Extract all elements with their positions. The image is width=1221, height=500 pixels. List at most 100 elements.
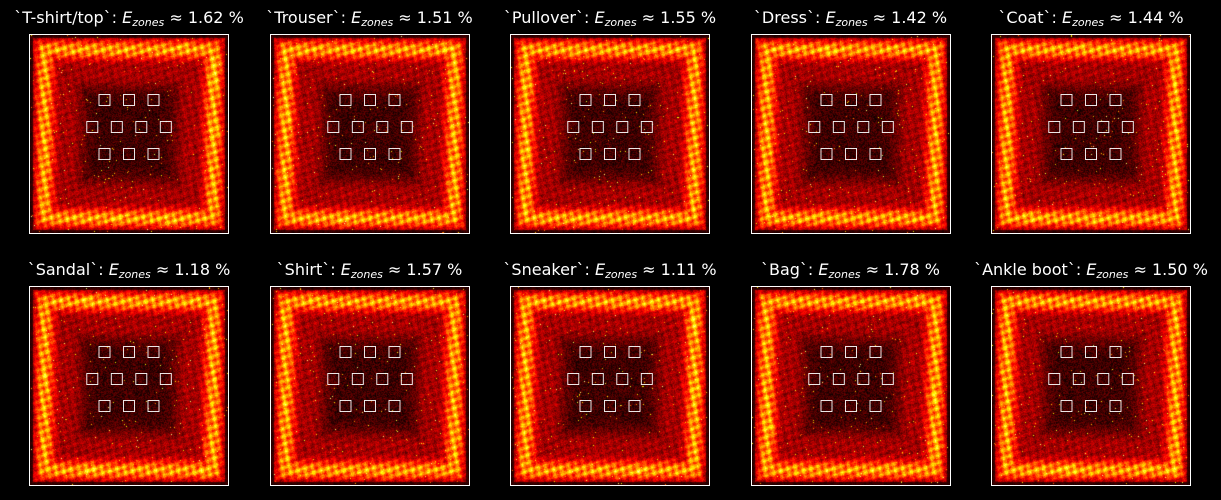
detector-zone bbox=[832, 373, 845, 385]
detector-zone bbox=[1048, 121, 1061, 133]
panel-class-label: `Shirt`: bbox=[276, 260, 336, 279]
error-subscript: zones bbox=[835, 16, 868, 29]
error-symbol: E bbox=[818, 260, 829, 279]
detector-zone bbox=[86, 121, 99, 133]
heatmap-frame bbox=[29, 286, 229, 486]
error-symbol: E bbox=[1061, 8, 1073, 27]
panel-class-label: `Bag`: bbox=[760, 260, 814, 279]
detector-zone bbox=[820, 94, 832, 106]
detector-zone bbox=[1048, 373, 1061, 385]
heatmap-panel: `Coat`: Ezones ≈ 1.44 % bbox=[971, 8, 1211, 248]
detector-zone bbox=[123, 94, 135, 106]
detector-zone bbox=[567, 373, 580, 385]
error-subscript: zones bbox=[1072, 16, 1105, 29]
detector-zones bbox=[1048, 346, 1134, 412]
heatmap-panel: `Dress`: Ezones ≈ 1.42 % bbox=[731, 8, 971, 248]
detector-zone bbox=[869, 400, 881, 412]
intensity-heatmap bbox=[270, 287, 469, 485]
detector-zone bbox=[1109, 148, 1122, 160]
error-symbol: E bbox=[1086, 260, 1097, 279]
detector-zone bbox=[640, 121, 653, 133]
detector-zone bbox=[1097, 373, 1110, 385]
detector-zone bbox=[628, 400, 641, 412]
detector-zone bbox=[147, 400, 160, 412]
detector-zone bbox=[1109, 94, 1122, 106]
heatmap-frame bbox=[991, 286, 1191, 486]
detector-zones bbox=[807, 346, 894, 412]
detector-zone bbox=[98, 94, 111, 106]
heatmap-frame bbox=[750, 286, 951, 486]
detector-zone bbox=[339, 148, 351, 160]
intensity-heatmap bbox=[511, 35, 709, 233]
detector-zone bbox=[86, 373, 99, 385]
error-subscript: zones bbox=[1096, 268, 1129, 281]
panel-title: `Shirt`: Ezones ≈ 1.57 % bbox=[250, 260, 490, 285]
approx-sign: ≈ bbox=[155, 260, 170, 279]
detector-zone bbox=[400, 121, 413, 133]
detector-zones bbox=[567, 94, 653, 160]
detector-zone bbox=[628, 148, 641, 160]
panel-title: `Sandal`: Ezones ≈ 1.18 % bbox=[9, 260, 249, 285]
panel-class-label: `Dress`: bbox=[753, 8, 821, 27]
panel-title: `Pullover`: Ezones ≈ 1.55 % bbox=[490, 8, 730, 33]
heatmap-frame bbox=[29, 34, 229, 234]
detector-zone bbox=[628, 346, 641, 358]
detector-zone bbox=[579, 148, 592, 160]
detector-zone bbox=[1097, 121, 1110, 133]
detector-zone bbox=[363, 346, 376, 358]
panel-error-value: 1.50 % bbox=[1151, 260, 1208, 279]
detector-zone bbox=[856, 121, 869, 133]
detector-zone bbox=[807, 121, 820, 133]
approx-sign: ≈ bbox=[387, 260, 402, 279]
heatmap-panel: `Sandal`: Ezones ≈ 1.18 % bbox=[9, 260, 249, 500]
approx-sign: ≈ bbox=[865, 260, 879, 279]
heatmap-panel: `Trouser`: Ezones ≈ 1.51 % bbox=[250, 8, 490, 248]
heatmap-panel: `Bag`: Ezones ≈ 1.78 % bbox=[731, 260, 971, 500]
intensity-heatmap bbox=[751, 35, 950, 233]
intensity-heatmap bbox=[30, 287, 228, 485]
panel-error-value: 1.55 % bbox=[660, 8, 717, 27]
heatmap-frame bbox=[510, 286, 710, 486]
approx-sign: ≈ bbox=[872, 8, 887, 27]
panel-class-label: `Trouser`: bbox=[266, 8, 347, 27]
detector-zone bbox=[1121, 121, 1134, 133]
detector-zone bbox=[1085, 400, 1097, 412]
detector-zone bbox=[375, 373, 388, 385]
detector-zone bbox=[388, 346, 400, 358]
detector-zone bbox=[98, 400, 111, 412]
detector-zone bbox=[604, 94, 616, 106]
panel-title: `Ankle boot`: Ezones ≈ 1.50 % bbox=[971, 260, 1211, 285]
detector-zone bbox=[628, 94, 641, 106]
detector-zone bbox=[326, 121, 339, 133]
detector-zone bbox=[844, 400, 857, 412]
detector-zone bbox=[869, 148, 881, 160]
detector-zone bbox=[579, 94, 592, 106]
intensity-heatmap bbox=[992, 287, 1190, 485]
heatmap-panel: `Shirt`: Ezones ≈ 1.57 % bbox=[250, 260, 490, 500]
detector-zone bbox=[832, 121, 845, 133]
detector-zone bbox=[98, 148, 111, 160]
heatmap-frame bbox=[269, 286, 470, 486]
detector-zone bbox=[123, 346, 135, 358]
panel-error-value: 1.62 % bbox=[187, 8, 244, 27]
intensity-heatmap bbox=[992, 35, 1190, 233]
approx-sign: ≈ bbox=[642, 260, 656, 279]
detector-zone bbox=[159, 121, 172, 133]
detector-zone bbox=[388, 94, 400, 106]
panel-title: `Trouser`: Ezones ≈ 1.51 % bbox=[250, 8, 490, 33]
panel-error-value: 1.78 % bbox=[884, 260, 941, 279]
detector-zones bbox=[326, 94, 413, 160]
detector-zone bbox=[400, 373, 413, 385]
panel-error-value: 1.42 % bbox=[891, 8, 948, 27]
detector-zone bbox=[1060, 346, 1073, 358]
detector-zone bbox=[616, 373, 629, 385]
detector-zone bbox=[339, 346, 351, 358]
error-subscript: zones bbox=[118, 268, 151, 281]
detector-zone bbox=[1109, 346, 1122, 358]
panel-class-label: `Sandal`: bbox=[27, 260, 104, 279]
panel-class-label: `Coat`: bbox=[998, 8, 1057, 27]
detector-zone bbox=[869, 94, 881, 106]
panel-class-label: `T-shirt/top`: bbox=[14, 8, 118, 27]
detector-zone bbox=[844, 346, 857, 358]
detector-zone bbox=[604, 346, 616, 358]
